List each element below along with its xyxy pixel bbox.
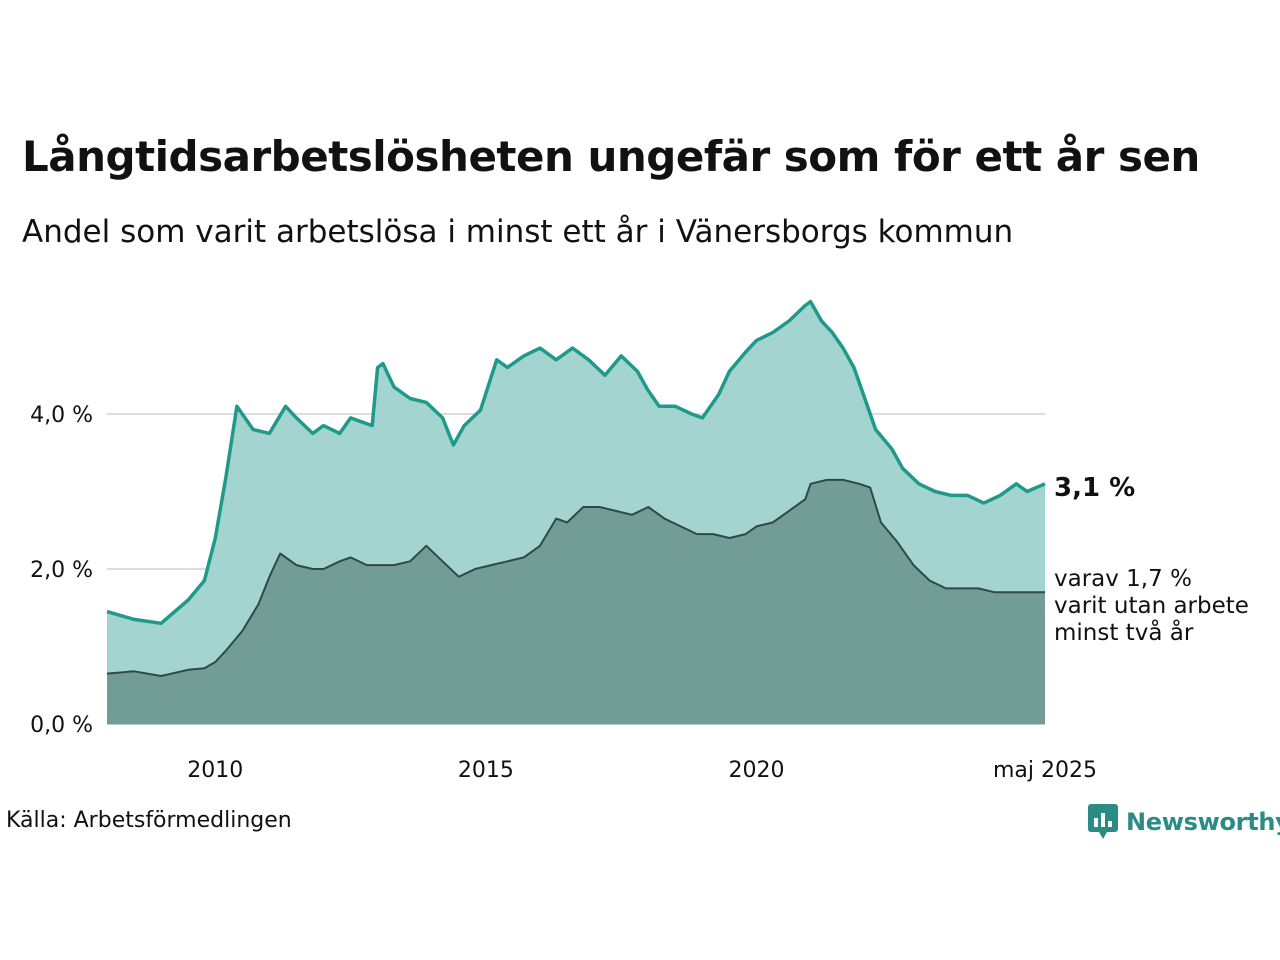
source-note: Källa: Arbetsförmedlingen — [6, 808, 292, 833]
two-year-label-line2: varit utan arbete — [1054, 593, 1249, 619]
chart-title: Långtidsarbetslösheten ungefär som för e… — [22, 132, 1200, 181]
two-year-label-line3: minst två år — [1054, 618, 1194, 646]
x-tick-label: 2020 — [729, 758, 785, 783]
x-tick-label: 2010 — [187, 758, 243, 783]
chart-subtitle: Andel som varit arbetslösa i minst ett å… — [22, 214, 1014, 250]
y-tick-label: 2,0 % — [30, 558, 93, 583]
x-tick-label: maj 2025 — [993, 758, 1097, 783]
two-year-label-line1: varav 1,7 % — [1054, 566, 1192, 592]
y-axis-labels: 0,0 % 2,0 % 4,0 % — [30, 403, 93, 738]
y-tick-label: 4,0 % — [30, 403, 93, 428]
x-tick-label: 2015 — [458, 758, 514, 783]
two-year-line — [106, 478, 1045, 677]
newsworthy-logo: Newsworthy — [1088, 804, 1280, 840]
y-tick-label: 0,0 % — [30, 713, 93, 738]
newsworthy-logo-icon — [1088, 804, 1118, 839]
total-value-label: 3,1 % — [1054, 473, 1135, 503]
x-axis-labels: 2010 2015 2020 maj 2025 — [187, 758, 1097, 783]
newsworthy-wordmark: Newsworthy — [1126, 808, 1280, 836]
total-line — [106, 299, 1046, 626]
two-year-area — [107, 479, 1045, 724]
